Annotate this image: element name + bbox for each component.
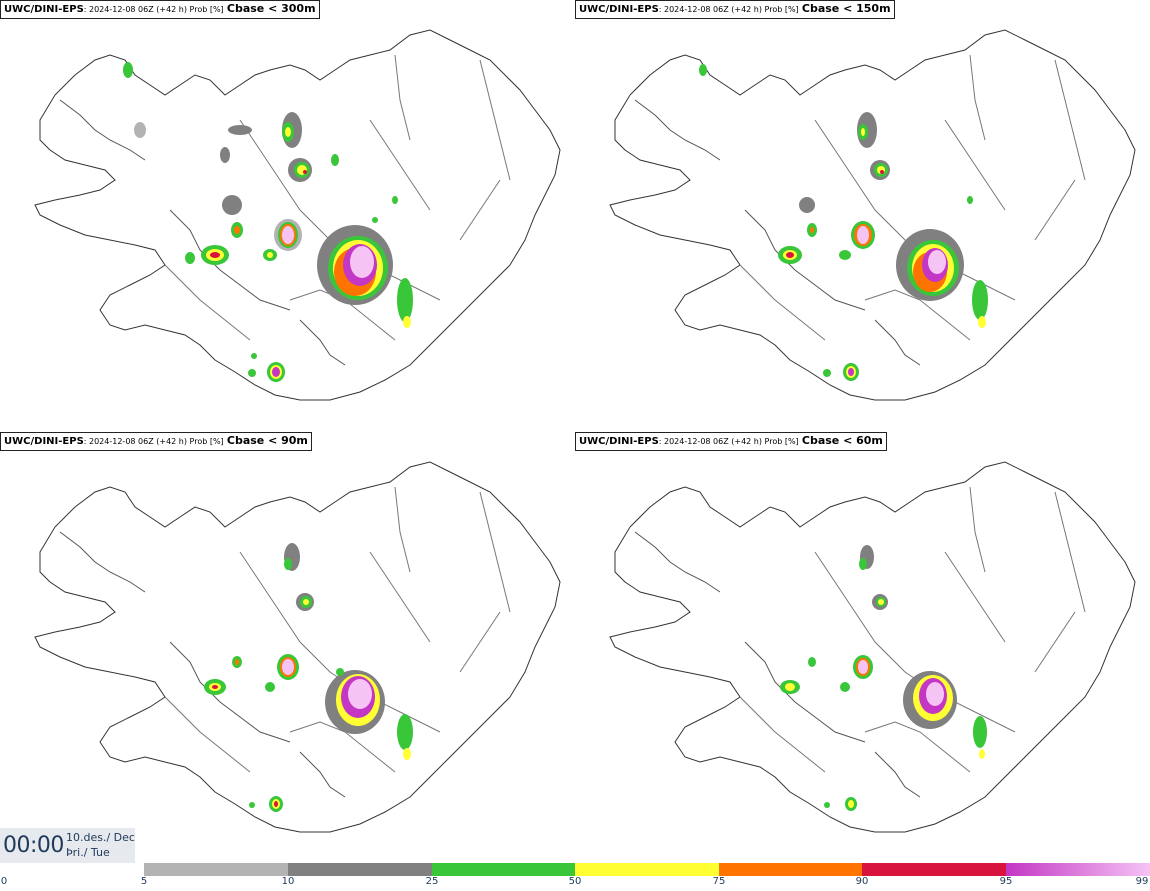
run-info: : 2024-12-08 06Z (+42 h) Prob [%]	[658, 5, 799, 14]
model-name: UWC/DINI-EPS	[579, 436, 659, 447]
colorbar-tick: 90	[855, 876, 869, 887]
valid-date: 10.des./ Dec	[66, 831, 135, 844]
iceland-map	[34, 461, 561, 833]
colorbar-tick: 95	[999, 876, 1013, 887]
colorbar-segment	[144, 863, 288, 876]
parameter-label: Cbase < 90m	[226, 434, 308, 447]
valid-time: 00:00	[3, 833, 64, 858]
colorbar-tick: 0	[0, 876, 8, 887]
model-name: UWC/DINI-EPS	[4, 4, 84, 15]
model-name: UWC/DINI-EPS	[579, 4, 659, 15]
probability-field	[123, 62, 413, 382]
colorbar-tick: 75	[712, 876, 726, 887]
panel-title: UWC/DINI-EPS: 2024-12-08 06Z (+42 h) Pro…	[575, 0, 895, 19]
run-info: : 2024-12-08 06Z (+42 h) Prob [%]	[658, 437, 799, 446]
map-panel-90m: UWC/DINI-EPS: 2024-12-08 06Z (+42 h) Pro…	[0, 432, 575, 862]
iceland-map	[609, 461, 1136, 833]
colorbar-tick: 10	[281, 876, 295, 887]
colorbar-segment	[432, 863, 575, 876]
probability-field	[204, 543, 413, 812]
colorbar-segment	[1006, 863, 1150, 876]
parameter-label: Cbase < 300m	[226, 2, 316, 15]
colorbar-segment	[862, 863, 1006, 876]
parameter-label: Cbase < 150m	[801, 2, 891, 15]
run-info: : 2024-12-08 06Z (+42 h) Prob [%]	[83, 5, 224, 14]
probability-field	[780, 545, 987, 811]
colorbar-segment	[288, 863, 432, 876]
probability-field	[699, 64, 988, 381]
valid-time-box: 00:00 10.des./ Dec Þri./ Tue	[0, 828, 135, 863]
parameter-label: Cbase < 60m	[801, 434, 883, 447]
map-panel-60m: UWC/DINI-EPS: 2024-12-08 06Z (+42 h) Pro…	[575, 432, 1150, 862]
colorbar-tick: 25	[425, 876, 439, 887]
iceland-map	[34, 29, 561, 401]
colorbar-tick: 5	[140, 876, 148, 887]
colorbar-segment	[719, 863, 862, 876]
model-name: UWC/DINI-EPS	[4, 436, 84, 447]
panel-title: UWC/DINI-EPS: 2024-12-08 06Z (+42 h) Pro…	[575, 432, 887, 451]
map-panel-150m: UWC/DINI-EPS: 2024-12-08 06Z (+42 h) Pro…	[575, 0, 1150, 430]
colorbar-tick: 50	[568, 876, 582, 887]
colorbar-segment	[575, 863, 719, 876]
panel-title: UWC/DINI-EPS: 2024-12-08 06Z (+42 h) Pro…	[0, 432, 312, 451]
run-info: : 2024-12-08 06Z (+42 h) Prob [%]	[83, 437, 224, 446]
map-panel-300m: UWC/DINI-EPS: 2024-12-08 06Z (+42 h) Pro…	[0, 0, 575, 430]
iceland-map	[609, 29, 1136, 401]
valid-weekday: Þri./ Tue	[66, 846, 110, 859]
panel-title: UWC/DINI-EPS: 2024-12-08 06Z (+42 h) Pro…	[0, 0, 320, 19]
colorbar-tick: 99	[1135, 876, 1149, 887]
